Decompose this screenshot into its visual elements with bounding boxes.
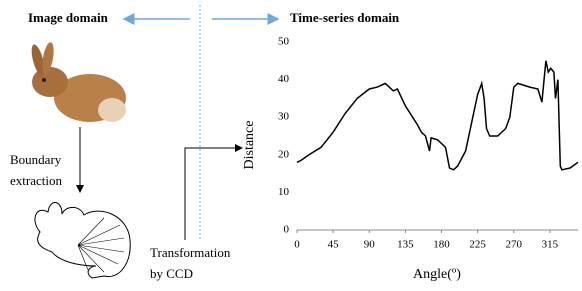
rabbit-outline — [35, 202, 130, 278]
y-tick-label: 10 — [278, 186, 290, 198]
y-axis-label: Distance — [242, 121, 257, 170]
time-series-label: Time-series domain — [290, 10, 400, 25]
rabbit-photo — [29, 41, 126, 122]
transformation-label: by CCD — [150, 266, 193, 281]
connector — [185, 148, 242, 240]
y-tick-label: 30 — [278, 111, 290, 123]
y-tick-label: 0 — [284, 224, 290, 236]
x-axis-label: Angle(º) — [413, 267, 461, 282]
boundary-label: Boundary — [10, 152, 62, 167]
y-tick-label: 40 — [278, 73, 290, 85]
x-tick-label: 90 — [364, 239, 376, 251]
image-domain-label: Image domain — [28, 10, 109, 25]
y-tick-label: 20 — [278, 148, 290, 160]
x-tick-label: 180 — [433, 239, 450, 251]
y-tick-label: 50 — [278, 36, 290, 48]
data-line — [297, 61, 578, 170]
page: Image domain Time-series domain Boundary… — [0, 0, 582, 291]
transformation-label: Transformation — [150, 245, 231, 260]
x-tick-label: 135 — [397, 239, 414, 251]
x-tick-label: 315 — [542, 239, 559, 251]
x-tick-label: 0 — [294, 239, 300, 251]
x-tick-label: 270 — [506, 239, 523, 251]
figure: Image domain Time-series domain Boundary… — [0, 0, 582, 291]
boundary-label: extraction — [10, 173, 62, 188]
x-tick-label: 225 — [469, 239, 486, 251]
x-tick-label: 45 — [328, 239, 340, 251]
